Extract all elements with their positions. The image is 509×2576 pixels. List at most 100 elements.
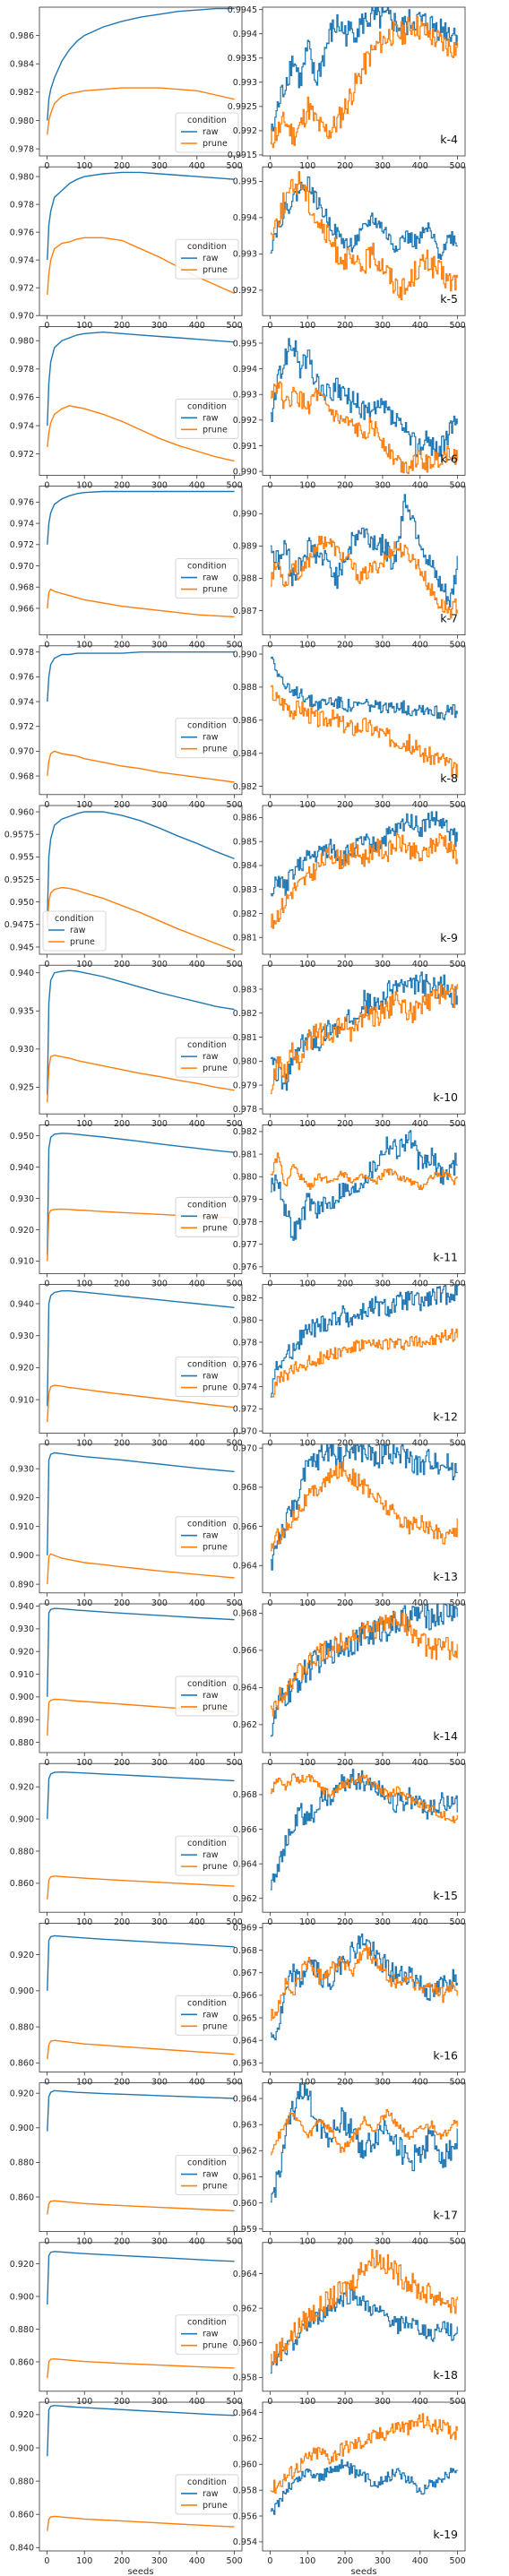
y-tick-label: 0.972: [10, 450, 34, 460]
x-tick-label: 0: [267, 321, 272, 331]
plot-frame: [262, 1762, 466, 1913]
x-tick-label: 0: [44, 321, 49, 331]
x-tick-label: 500: [450, 2397, 466, 2407]
x-tick-label: 500: [450, 960, 466, 969]
y-tick-label: 0.991: [233, 442, 257, 452]
y-tick-label: 0.900: [10, 2443, 34, 2453]
y-tick-label: 0.993: [233, 250, 257, 260]
x-tick-label: 200: [114, 1119, 130, 1129]
y-tick-label: 0.968: [10, 771, 34, 781]
legend-box: [175, 238, 239, 280]
x-tick-label: 400: [189, 1119, 205, 1129]
panel-annotation: k-15: [433, 1889, 458, 1902]
y-tick-label: 0.9575: [4, 830, 34, 840]
x-tick-label: 400: [189, 641, 205, 650]
plot-frame: [262, 2242, 466, 2392]
x-tick-label: 500: [227, 321, 243, 331]
y-tick-label: 0.968: [233, 1609, 257, 1619]
y-tick-label: 0.930: [10, 1624, 34, 1634]
y-tick-label: 0.9475: [4, 920, 34, 930]
series-raw-line: [270, 2459, 458, 2515]
y-tick-label: 0.979: [233, 1081, 257, 1090]
y-tick-label: 0.910: [10, 1395, 34, 1405]
y-tick-label: 0.982: [233, 782, 257, 792]
y-tick-label: 0.860: [10, 2510, 34, 2520]
y-tick-label: 0.945: [10, 943, 34, 952]
y-tick-label: 0.890: [10, 1716, 34, 1726]
x-tick-label: 0: [267, 641, 272, 650]
y-tick-label: 0.988: [233, 574, 257, 584]
x-tick-label: 100: [76, 800, 92, 810]
series-raw-line: [47, 7, 235, 121]
y-tick-label: 0.880: [10, 2158, 34, 2168]
x-tick-label: 100: [76, 2397, 92, 2407]
x-tick-label: 200: [337, 1758, 353, 1768]
x-tick-label: 0: [267, 480, 272, 490]
x-tick-label: 200: [114, 2077, 130, 2087]
x-axis-label: seeds: [350, 2567, 376, 2576]
chart-panel-12: 0.981 0.982 0.983 0.984 0.985 0.986 0 100 200 300…: [233, 805, 466, 969]
chart-panel-6: 0.990 0.991 0.992 0.993 0.994 0.995 0 100 200 300…: [233, 325, 466, 490]
y-tick-label: 0.974: [233, 1383, 257, 1392]
legend-label-prune: prune: [203, 425, 228, 435]
legend-title: condition: [187, 2318, 227, 2328]
y-tick-label: 0.979: [233, 1195, 257, 1205]
x-tick-label: 200: [114, 2397, 130, 2407]
legend-title: condition: [187, 1360, 227, 1370]
x-tick-label: 300: [375, 1279, 391, 1288]
legend-title: condition: [187, 242, 227, 252]
legend-label-raw: raw: [203, 1691, 219, 1701]
y-tick-label: 0.920: [10, 1226, 34, 1236]
x-tick-label: 200: [114, 960, 130, 969]
x-tick-label: 300: [151, 2077, 168, 2087]
y-tick-label: 0.989: [233, 542, 257, 552]
legend-box: [175, 558, 239, 599]
x-tick-label: 300: [151, 800, 168, 810]
y-tick-label: 0.993: [233, 78, 257, 88]
chart-panel-18: 0.970 0.972 0.974 0.976 0.978 0.980 0.982 0 100 2…: [233, 1284, 466, 1449]
series-raw-line: [47, 1607, 235, 1697]
x-tick-label: 400: [412, 641, 428, 650]
plot-frame: [39, 1603, 243, 1753]
legend: condition raw prune: [175, 1835, 239, 1876]
x-tick-label: 500: [227, 2556, 243, 2566]
x-tick-label: 100: [299, 1758, 315, 1768]
x-tick-label: 400: [412, 1758, 428, 1768]
chart-panel-28: 0.959 0.960 0.961 0.962 0.963 0.964 0 100 200 300…: [233, 2082, 466, 2247]
legend-label-raw: raw: [203, 413, 219, 423]
x-tick-label: 0: [267, 2556, 272, 2566]
y-tick-label: 0.954: [233, 2537, 257, 2547]
plot-frame: [39, 1284, 243, 1434]
y-tick-label: 0.900: [10, 1814, 34, 1824]
y-tick-label: 0.880: [10, 1847, 34, 1857]
series-raw-line: [47, 1934, 235, 1991]
x-tick-label: 100: [76, 161, 92, 171]
series-prune-line: [47, 2357, 235, 2379]
plot-frame: [39, 166, 243, 316]
y-tick-label: 0.976: [10, 228, 34, 237]
x-tick-label: 0: [267, 2237, 272, 2247]
y-tick-label: 0.988: [233, 683, 257, 693]
x-tick-label: 500: [450, 1279, 466, 1288]
y-tick-label: 0.990: [233, 467, 257, 477]
x-tick-label: 200: [114, 480, 130, 490]
chart-panel-4: 0.992 0.993 0.994 0.995 0 100 200 300 400 500 k-5: [233, 166, 466, 331]
legend: condition raw prune: [175, 2155, 239, 2195]
y-tick-label: 0.976: [10, 393, 34, 403]
x-tick-label: 400: [412, 161, 428, 171]
x-tick-label: 0: [44, 1119, 49, 1129]
series-raw-line: [270, 656, 458, 720]
series-prune-line: [47, 1875, 235, 1900]
x-tick-label: 400: [189, 1439, 205, 1449]
x-tick-label: 400: [189, 960, 205, 969]
x-tick-label: 300: [375, 2556, 391, 2566]
y-tick-label: 0.968: [233, 1946, 257, 1956]
y-tick-label: 0.910: [10, 1670, 34, 1680]
x-tick-label: 100: [76, 1917, 92, 1927]
legend: condition raw prune: [42, 910, 107, 952]
y-tick-label: 0.980: [233, 1316, 257, 1326]
y-tick-label: 0.940: [10, 1163, 34, 1173]
y-tick-label: 0.920: [10, 2410, 34, 2420]
legend-label-raw: raw: [203, 1372, 219, 1382]
